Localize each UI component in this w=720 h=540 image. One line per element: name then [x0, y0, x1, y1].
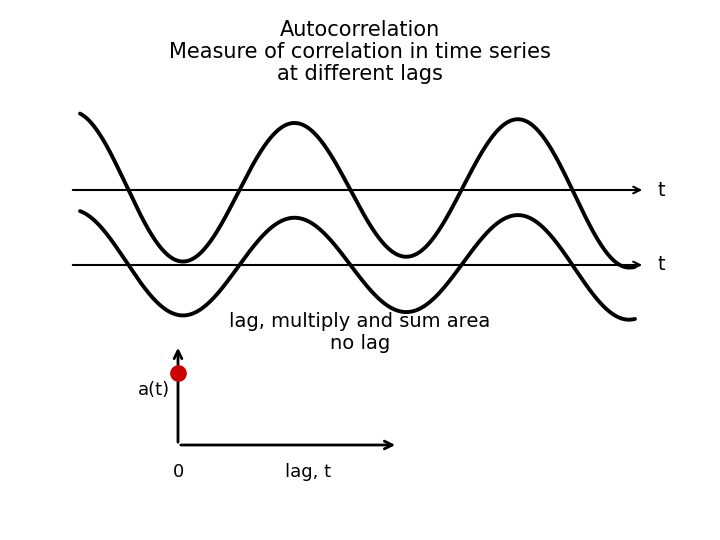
Text: Measure of correlation in time series: Measure of correlation in time series [169, 42, 551, 62]
Text: Autocorrelation: Autocorrelation [280, 20, 440, 40]
Text: a(t): a(t) [138, 381, 170, 399]
Text: t: t [658, 255, 665, 274]
Text: at different lags: at different lags [277, 64, 443, 84]
Text: t: t [658, 180, 665, 199]
Text: 0: 0 [172, 463, 184, 481]
Text: lag, t: lag, t [285, 463, 331, 481]
Text: lag, multiply and sum area: lag, multiply and sum area [230, 312, 490, 331]
Text: no lag: no lag [330, 334, 390, 353]
